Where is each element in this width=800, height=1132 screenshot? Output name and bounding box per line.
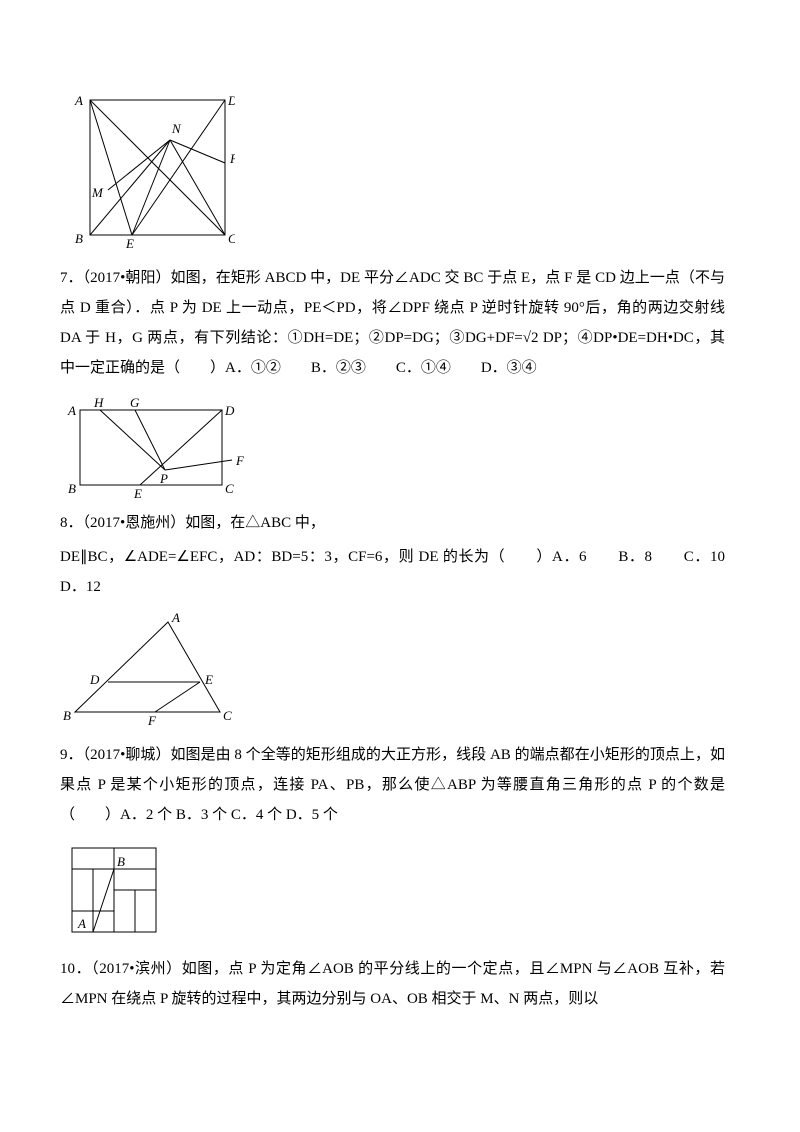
svg-text:A: A — [77, 916, 86, 931]
svg-text:F: F — [235, 453, 245, 468]
q7-figure-top: A D B C E F N M — [60, 85, 725, 255]
svg-text:F: F — [229, 151, 235, 166]
page: A D B C E F N M 7．（2017•朝阳）如图，在矩形 ABCD 中… — [0, 0, 800, 1058]
svg-text:E: E — [125, 236, 134, 251]
svg-text:E: E — [204, 672, 213, 687]
svg-text:A: A — [74, 93, 83, 108]
svg-text:D: D — [89, 672, 100, 687]
svg-text:A: A — [171, 612, 180, 625]
svg-text:C: C — [225, 481, 234, 496]
svg-text:H: H — [93, 395, 104, 410]
q9-text: 9．（2017•聊城）如图是由 8 个全等的矩形组成的大正方形，线段 AB 的端… — [60, 740, 725, 830]
q8-text-line1: 8．（2017•恩施州）如图，在△ABC 中， — [60, 508, 725, 538]
q7-figure-bottom: A H G D B E P C F — [60, 395, 725, 500]
svg-text:C: C — [228, 231, 235, 246]
svg-text:E: E — [133, 486, 142, 500]
svg-text:F: F — [147, 713, 157, 728]
q8-text-line2: DE∥BC，∠ADE=∠EFC，AD：BD=5：3，CF=6，则 DE 的长为（… — [60, 542, 725, 602]
svg-text:B: B — [75, 231, 83, 246]
svg-text:C: C — [223, 708, 232, 723]
svg-text:D: D — [227, 93, 235, 108]
svg-text:A: A — [67, 403, 76, 418]
svg-text:B: B — [63, 708, 71, 723]
q9-figure: A B — [60, 836, 725, 946]
q7-text: 7．（2017•朝阳）如图，在矩形 ABCD 中，DE 平分∠ADC 交 BC … — [60, 263, 725, 383]
svg-text:D: D — [224, 403, 235, 418]
svg-text:M: M — [91, 185, 104, 200]
q10-text: 10．（2017•滨州）如图，点 P 为定角∠AOB 的平分线上的一个定点，且∠… — [60, 954, 725, 1014]
svg-text:B: B — [68, 481, 76, 496]
q8-figure: A B C D E F — [60, 612, 725, 732]
svg-text:G: G — [130, 395, 140, 410]
svg-text:N: N — [171, 121, 182, 136]
svg-text:B: B — [117, 854, 125, 869]
svg-text:P: P — [159, 471, 168, 486]
